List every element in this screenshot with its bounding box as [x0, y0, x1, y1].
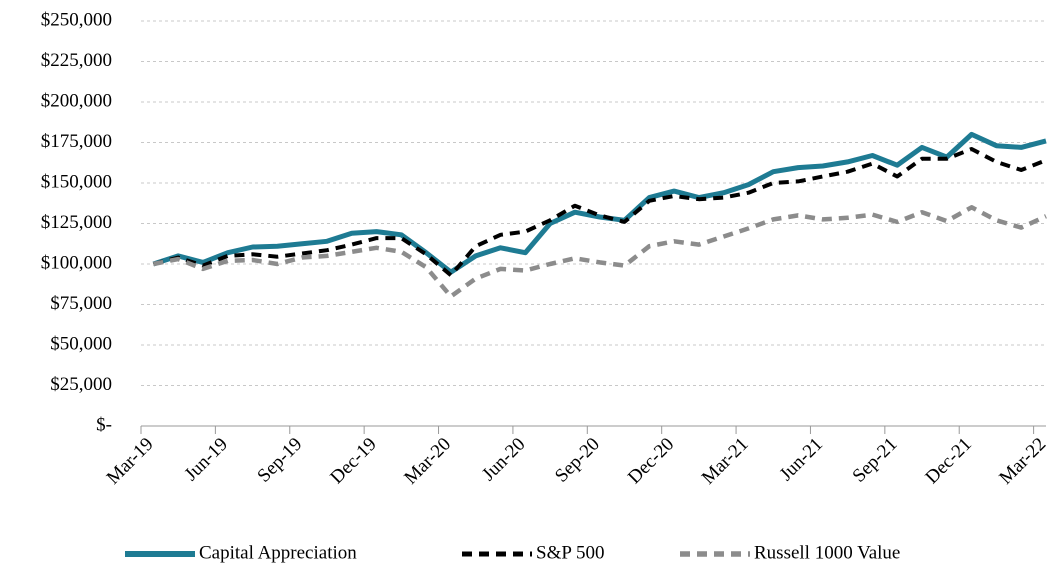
- y-tick-label: $125,000: [41, 212, 112, 233]
- series-line: [152, 131, 1047, 275]
- x-tick-label: Dec-19: [326, 434, 380, 488]
- x-tick-label: Jun-20: [478, 434, 529, 485]
- y-tick-label: $225,000: [41, 50, 112, 71]
- y-tick-label: $175,000: [41, 131, 112, 152]
- series-line: [152, 205, 1047, 299]
- y-tick-label: $50,000: [50, 333, 112, 354]
- y-tick-label: $-: [96, 414, 112, 435]
- x-tick-label: Mar-19: [103, 434, 158, 489]
- x-tick-label: Sep-19: [253, 434, 306, 487]
- x-tick-label: Dec-21: [921, 434, 975, 488]
- y-tick-label: $150,000: [41, 171, 112, 192]
- x-tick-label: Mar-20: [400, 434, 455, 489]
- series-line: [152, 147, 1047, 278]
- x-tick-label: Mar-21: [698, 434, 753, 489]
- y-tick-label: $100,000: [41, 252, 112, 273]
- y-tick-label: $25,000: [50, 374, 112, 395]
- x-tick-label: Mar-22: [995, 434, 1050, 489]
- x-tick-label: Sep-20: [551, 434, 604, 487]
- x-tick-label: Jun-21: [776, 434, 827, 485]
- x-tick-label: Sep-21: [849, 434, 902, 487]
- legend-label: Russell 1000 Value: [754, 542, 900, 563]
- legend-label: Capital Appreciation: [199, 542, 357, 563]
- y-tick-label: $250,000: [41, 9, 112, 30]
- y-tick-label: $75,000: [50, 293, 112, 314]
- legend-label: S&P 500: [536, 542, 604, 563]
- x-tick-label: Jun-19: [181, 434, 232, 485]
- x-tick-label: Dec-20: [624, 434, 678, 488]
- y-tick-label: $200,000: [41, 90, 112, 111]
